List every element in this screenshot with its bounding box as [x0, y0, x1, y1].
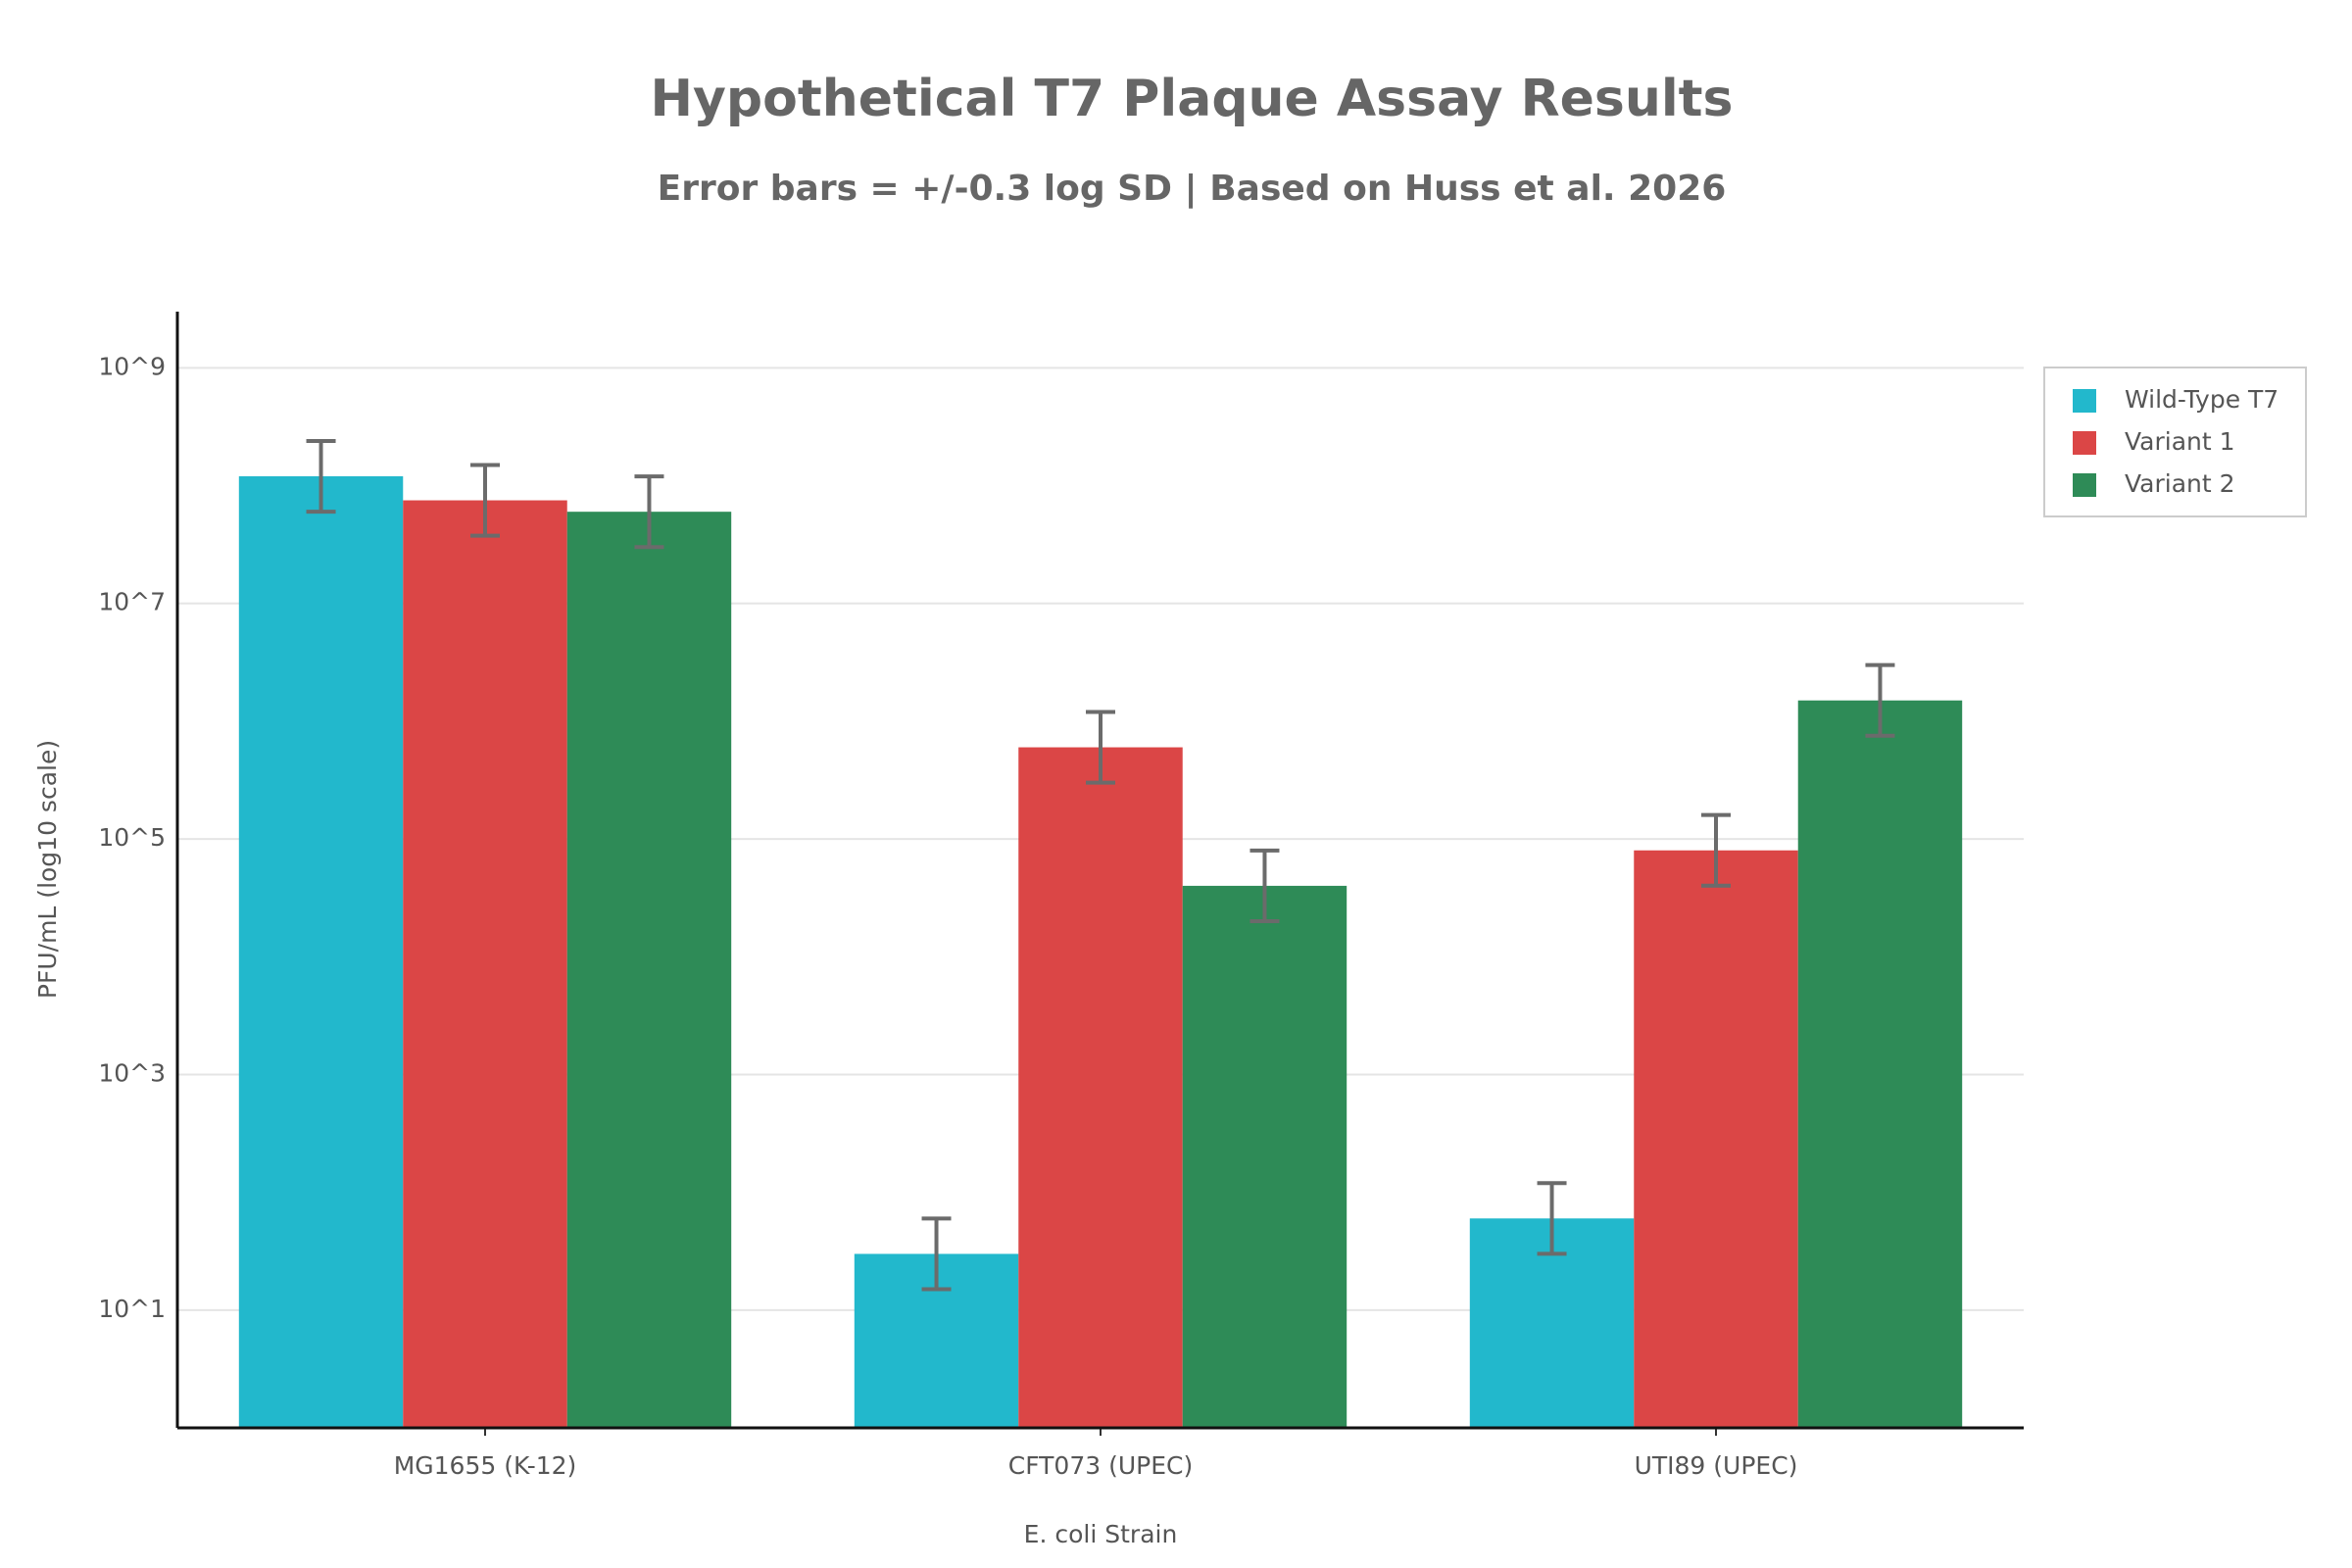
error-bar	[1537, 1181, 1567, 1256]
y-tick-label: 10^1	[98, 1295, 166, 1323]
bar	[238, 476, 404, 1428]
error-bar	[306, 438, 336, 514]
bar	[1634, 850, 1798, 1428]
y-tick-label: 10^7	[98, 588, 166, 616]
bar	[403, 500, 567, 1429]
bar	[566, 512, 732, 1428]
chart-title: Hypothetical T7 Plaque Assay Results	[651, 70, 1734, 128]
error-bar	[1086, 710, 1115, 785]
legend-label: Variant 1	[2125, 427, 2235, 456]
error-bar	[1250, 848, 1280, 923]
x-tick-label: UTI89 (UPEC)	[1635, 1451, 1798, 1480]
legend-label: Variant 2	[2125, 469, 2235, 498]
x-axis-title: E. coli Strain	[1024, 1520, 1178, 1548]
y-axis-title: PFU/mL (log10 scale)	[33, 740, 62, 999]
legend-swatch	[2073, 473, 2096, 497]
bar	[1182, 885, 1348, 1428]
error-bar	[921, 1216, 952, 1292]
legend-swatch	[2073, 431, 2096, 455]
chart-subtitle: Error bars = +/-0.3 log SD | Based on Hu…	[658, 169, 1727, 209]
legend-swatch	[2073, 389, 2096, 413]
bar	[1018, 747, 1183, 1428]
y-tick-label: 10^5	[98, 823, 166, 852]
error-bar	[1701, 812, 1731, 888]
bar	[1797, 700, 1963, 1428]
error-bar	[1865, 662, 1895, 738]
y-tick-label: 10^9	[98, 352, 166, 380]
legend-label: Wild-Type T7	[2125, 385, 2278, 414]
x-tick-label: CFT073 (UPEC)	[1008, 1451, 1193, 1480]
x-tick-label: MG1655 (K-12)	[394, 1451, 577, 1480]
y-tick-label: 10^3	[98, 1058, 166, 1087]
error-bar	[634, 474, 664, 550]
error-bar	[470, 463, 500, 538]
